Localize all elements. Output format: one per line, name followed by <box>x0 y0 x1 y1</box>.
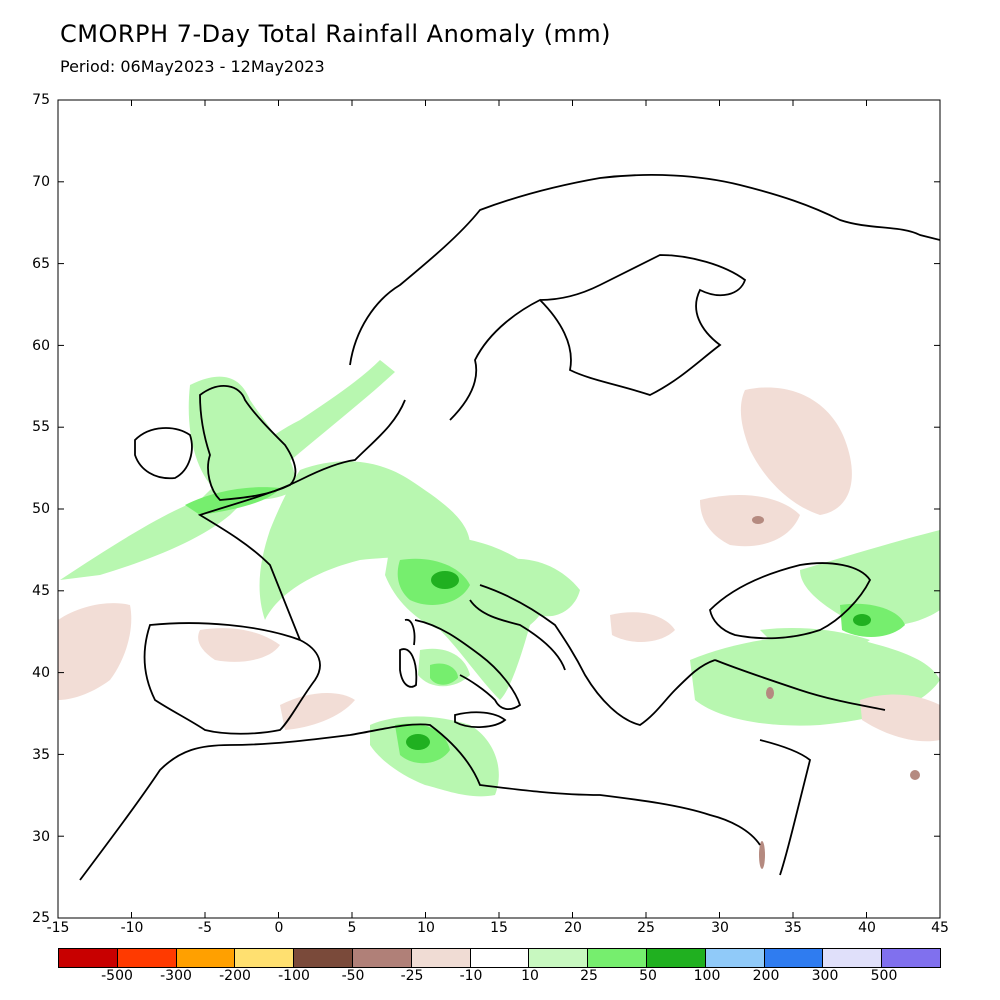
colorbar-label: -200 <box>219 968 251 984</box>
dry-area-atlantic-iberia <box>58 603 132 700</box>
axis-tick-marks <box>57 99 941 919</box>
coast-ireland <box>134 427 193 480</box>
lon-tick-label: 10 <box>417 920 435 936</box>
wettest-core-tunisia <box>406 734 430 750</box>
period-subtitle: Period: 06May2023 - 12May2023 <box>60 57 325 76</box>
lat-tick-label: 35 <box>32 747 50 763</box>
colorbar-swatch <box>882 949 940 967</box>
lat-tick-label: 65 <box>32 256 50 272</box>
dry-area-russia <box>740 387 852 515</box>
colorbar-swatch <box>411 949 471 967</box>
colorbar-label: 500 <box>870 968 898 984</box>
wet-area-atlantic <box>60 360 395 580</box>
wet-area-britain <box>188 376 296 500</box>
drier-spot-sinai <box>759 841 765 869</box>
dry-area-ukraine <box>700 495 800 547</box>
colorbar-label: 100 <box>693 968 721 984</box>
dry-area-syria <box>860 694 940 742</box>
colorbar-label: 300 <box>811 968 839 984</box>
lon-tick-label: 35 <box>784 920 802 936</box>
colorbar-swatch <box>59 949 118 967</box>
coast-sicily <box>454 711 507 728</box>
lat-tick-label: 55 <box>32 419 50 435</box>
colorbar-label: 10 <box>521 968 539 984</box>
colorbar-swatch <box>823 949 883 967</box>
colorbar-label: -100 <box>278 968 310 984</box>
lat-tick-label: 75 <box>32 92 50 108</box>
lon-tick-label: 0 <box>274 920 284 936</box>
drier-spot-russia <box>752 516 764 524</box>
colorbar-swatch <box>117 949 177 967</box>
wetter-area-channel <box>185 487 280 515</box>
coast-anatolia-levant <box>714 659 886 876</box>
wet-area-balkans <box>500 558 580 617</box>
coast-baltic <box>449 254 747 421</box>
coast-iberia <box>143 622 321 735</box>
drier-spot-iraq <box>910 770 920 780</box>
coast-scandinavia <box>349 174 940 366</box>
lon-tick-label: 5 <box>347 920 357 936</box>
colorbar-swatch <box>470 949 530 967</box>
anomaly-layer <box>58 360 940 869</box>
drier-spot-anatolia <box>766 687 774 699</box>
lon-tick-label: -5 <box>198 920 212 936</box>
colorbar-label: -10 <box>459 968 483 984</box>
lon-tick-label: 40 <box>858 920 876 936</box>
lat-tick-label: 50 <box>32 501 50 517</box>
coast-north-africa <box>79 723 761 881</box>
lat-tick-label: 25 <box>32 910 50 926</box>
lon-tick-label: 20 <box>564 920 582 936</box>
colorbar-swatch <box>764 949 824 967</box>
dry-area-spain <box>198 628 280 662</box>
lon-tick-label: 15 <box>490 920 508 936</box>
dry-area-balkans <box>610 612 675 642</box>
colorbar-label: -50 <box>341 968 365 984</box>
lat-tick-label: 60 <box>32 338 50 354</box>
lat-tick-label: 45 <box>32 583 50 599</box>
lon-tick-label: -15 <box>46 920 70 936</box>
coast-black-sea <box>709 562 872 640</box>
colorbar-swatch <box>352 949 412 967</box>
colorbar-label: 50 <box>639 968 657 984</box>
wetter-area-anatolia <box>840 603 905 637</box>
colorbar-swatch <box>646 949 706 967</box>
coast-balkans-greece <box>479 584 716 726</box>
lat-tick-label: 30 <box>32 829 50 845</box>
colorbar-swatch <box>235 949 295 967</box>
colorbar-swatch <box>588 949 647 967</box>
colorbar-label: 200 <box>752 968 780 984</box>
colorbar-label: -300 <box>160 968 192 984</box>
wetter-area-italy-central <box>430 663 458 685</box>
coast-britain <box>199 385 297 501</box>
wet-area-caucasus <box>800 530 940 626</box>
lon-tick-label: 25 <box>637 920 655 936</box>
colorbar-label: -25 <box>400 968 424 984</box>
colorbar-swatch <box>294 949 353 967</box>
wet-area-benelux-france <box>259 461 470 620</box>
lon-tick-label: -10 <box>120 920 144 936</box>
wettest-core-black-sea <box>853 614 871 626</box>
colorbar-swatch <box>529 949 589 967</box>
wet-area-black-sea-south <box>760 628 870 653</box>
dry-area-algeria <box>280 693 355 730</box>
coast-france-north-sea <box>197 399 406 641</box>
colorbar-swatch <box>705 949 765 967</box>
lon-tick-label: 30 <box>711 920 729 936</box>
colorbar-swatch <box>176 949 236 967</box>
coast-sardinia-corsica <box>399 618 418 688</box>
colorbar <box>58 948 941 968</box>
colorbar-label: -500 <box>101 968 133 984</box>
colorbar-label: 25 <box>580 968 598 984</box>
coastlines <box>79 174 940 881</box>
lat-tick-label: 40 <box>32 665 50 681</box>
lat-tick-label: 70 <box>32 174 50 190</box>
coast-italy <box>414 599 566 711</box>
lon-tick-label: 45 <box>931 920 949 936</box>
map-title: CMORPH 7-Day Total Rainfall Anomaly (mm) <box>60 20 612 48</box>
wettest-core-alps <box>431 571 459 589</box>
